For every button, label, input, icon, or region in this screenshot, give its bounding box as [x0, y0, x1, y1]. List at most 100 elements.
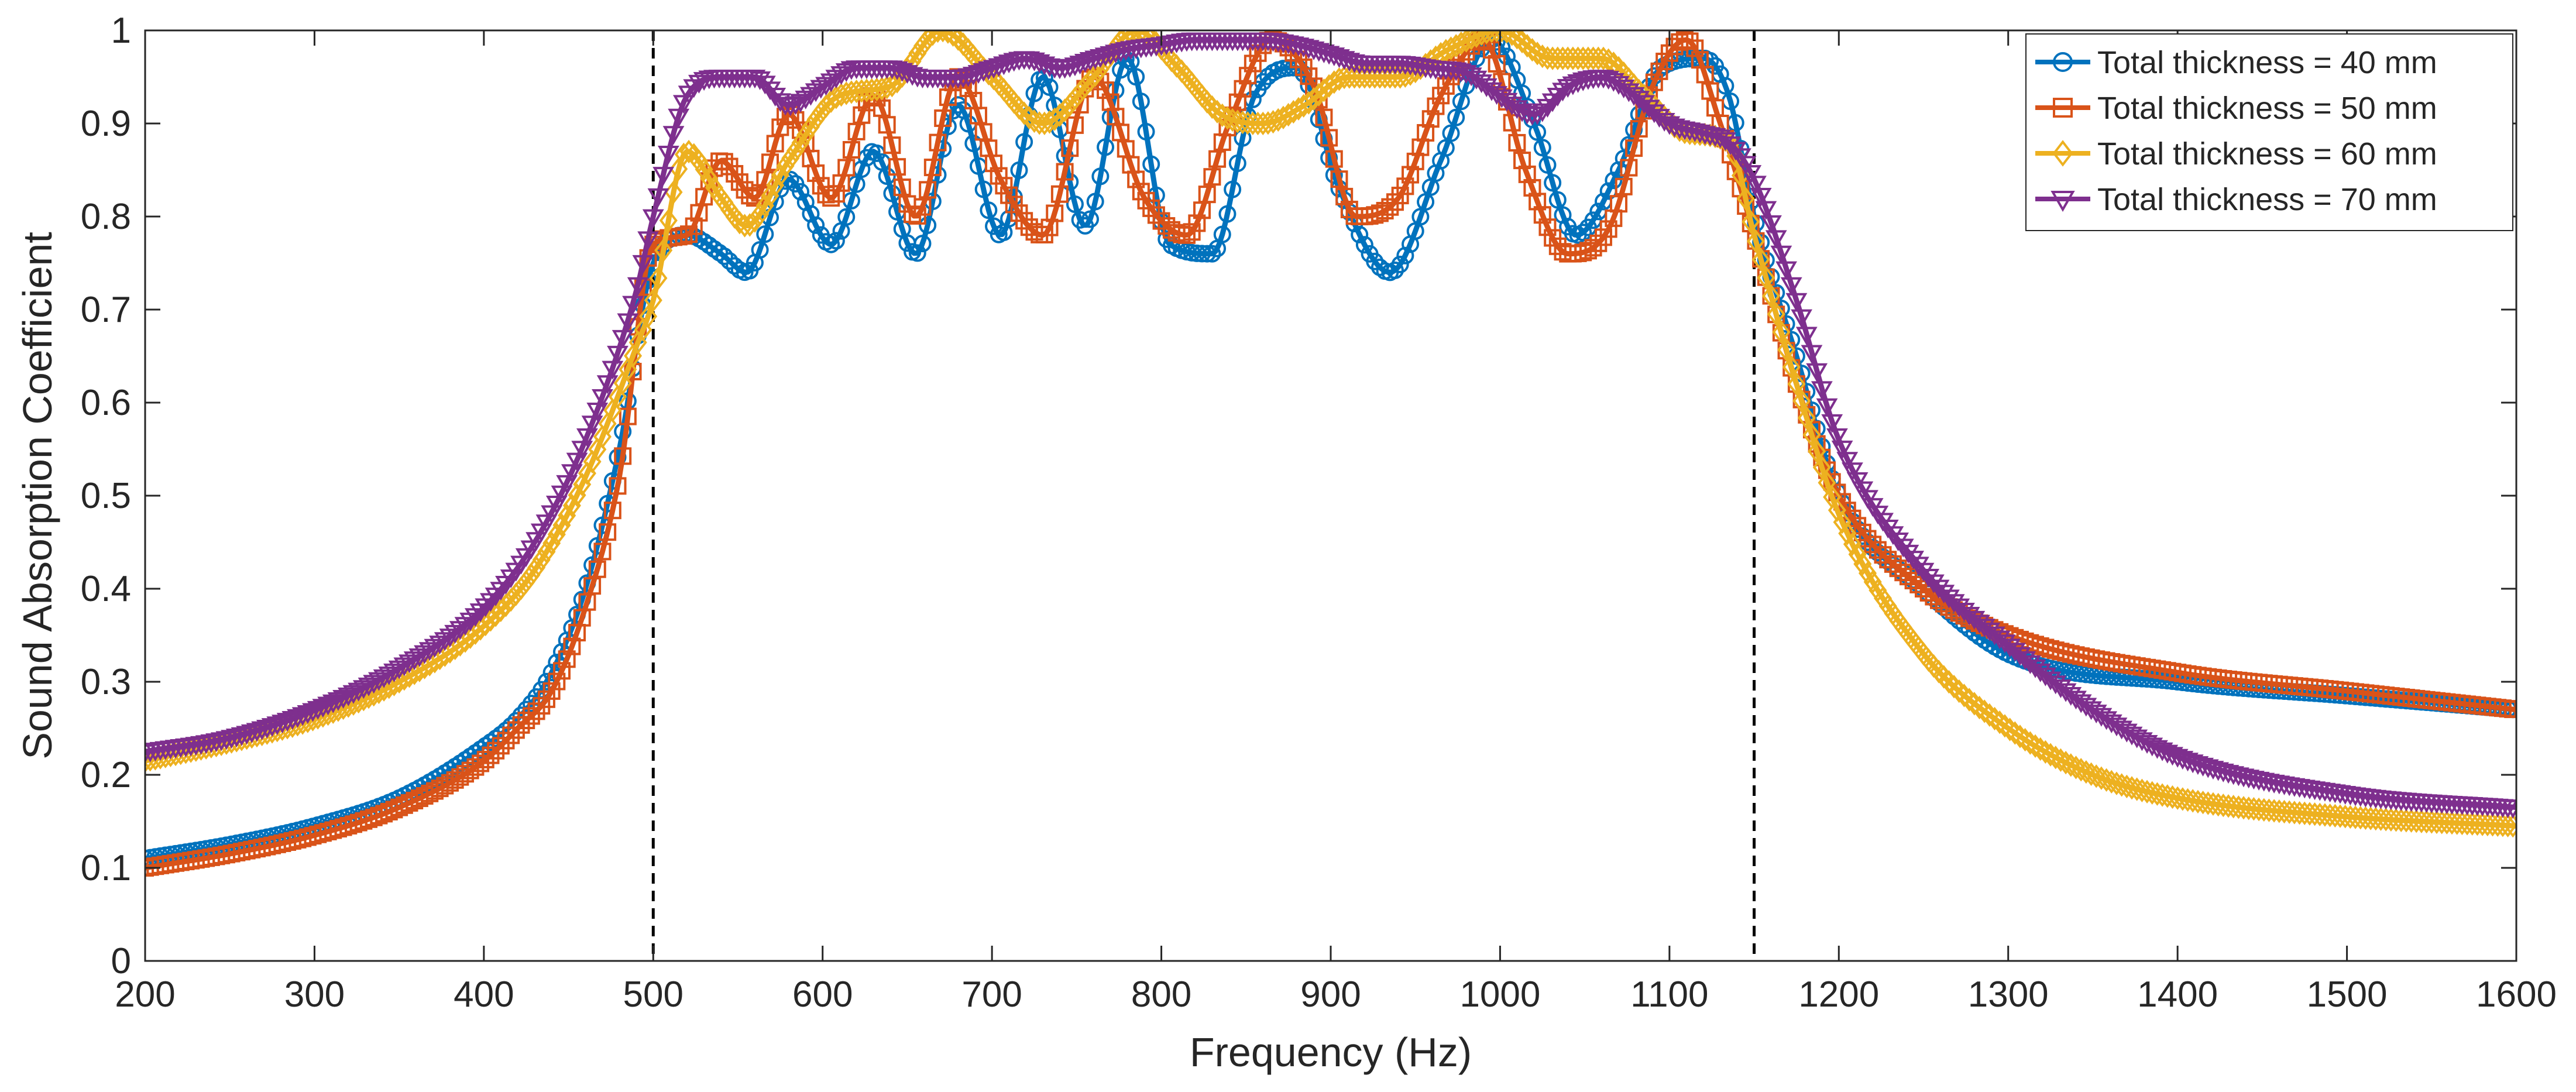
series-60mm-marker	[1218, 106, 1237, 130]
legend-box	[2025, 33, 2513, 231]
series-60mm-marker	[552, 513, 571, 537]
series-60mm-marker	[2107, 771, 2126, 795]
series-60mm-marker	[1812, 455, 1831, 479]
x-tick-label: 1600	[2476, 974, 2557, 1015]
series-70mm-marker	[332, 689, 355, 709]
series-40mm-marker	[883, 184, 901, 202]
series-50mm-marker	[1427, 97, 1445, 115]
series-70mm-marker	[541, 505, 563, 524]
series-70mm-marker	[1745, 176, 1767, 195]
series-60mm-marker	[761, 184, 779, 208]
series-60mm-marker	[659, 208, 678, 232]
series-50mm-marker	[1132, 183, 1150, 201]
series-70mm-marker	[403, 651, 425, 671]
series-70mm-marker	[998, 54, 1020, 74]
series-70mm-marker	[287, 709, 308, 728]
series-60mm-marker	[2102, 770, 2121, 794]
series-60mm-marker	[755, 194, 774, 218]
series-40mm-marker	[1228, 154, 1246, 173]
series-70mm-marker	[632, 255, 654, 274]
series-70mm-marker	[2106, 717, 2128, 737]
series-60mm-marker	[2148, 782, 2166, 806]
series-60mm-marker	[827, 85, 846, 109]
series-70mm-marker	[1069, 56, 1091, 75]
series-60mm-marker	[1015, 101, 1033, 125]
series-60mm-marker	[1995, 714, 2014, 738]
series-60mm-marker	[1970, 695, 1989, 720]
series-50mm-marker	[1015, 212, 1033, 230]
series-70mm-marker	[1938, 589, 1960, 609]
series-70mm-marker	[967, 65, 990, 84]
series-60mm-marker	[801, 115, 820, 139]
series-40mm-marker	[1584, 211, 1602, 229]
series-50mm-marker	[1381, 198, 1399, 216]
series-60mm-marker	[695, 157, 713, 181]
series-60mm-marker	[939, 30, 957, 44]
series-70mm-marker	[530, 523, 552, 542]
series-70mm-marker	[1089, 49, 1111, 68]
series-40mm-marker	[807, 216, 825, 234]
series-70mm-marker	[1887, 533, 1909, 552]
series-50mm-marker	[1696, 66, 1714, 84]
series-70mm-marker	[1084, 50, 1107, 70]
series-50mm-marker	[1584, 239, 1602, 257]
series-60mm-marker	[740, 213, 759, 237]
series-70mm-marker	[272, 715, 293, 734]
series-40mm-marker	[781, 170, 799, 188]
series-50mm-marker	[1421, 110, 1440, 128]
x-tick-label: 1000	[1459, 974, 1540, 1015]
series-50mm-marker	[685, 217, 703, 235]
series-60mm-marker	[867, 77, 886, 102]
series-50mm-marker	[913, 198, 932, 216]
series-70mm-marker	[545, 495, 568, 514]
series-40mm-marker	[1396, 246, 1414, 265]
series-60mm-marker	[679, 139, 698, 164]
series-60mm-marker	[1066, 87, 1084, 111]
series-70mm-marker	[256, 719, 278, 739]
series-50mm-marker	[552, 662, 571, 680]
y-tick-label: 0.9	[81, 104, 131, 144]
series-60mm-marker	[1056, 98, 1074, 122]
series-70mm-marker	[662, 126, 685, 145]
y-tick-label: 0.5	[81, 476, 131, 516]
series-60mm-marker	[1330, 67, 1348, 91]
series-50mm-marker	[1203, 168, 1221, 186]
series-70mm-marker	[266, 716, 288, 736]
series-70mm-marker	[688, 74, 710, 94]
series-70mm-marker	[1760, 215, 1782, 234]
series-40mm-marker	[1218, 205, 1237, 223]
series-60mm-marker	[573, 472, 592, 496]
series-50mm-marker	[827, 185, 845, 203]
series-40mm-marker	[1391, 255, 1409, 273]
series-40mm-marker	[1224, 180, 1242, 198]
series-50mm-marker	[1188, 214, 1206, 232]
series-70mm-marker	[581, 415, 603, 435]
series-70mm-marker	[835, 63, 857, 83]
series-70mm-marker	[312, 699, 334, 718]
series-40mm-marker	[1355, 236, 1373, 254]
series-40mm-marker	[1015, 133, 1033, 151]
series-50mm-marker	[2504, 700, 2516, 719]
series-60mm-marker	[1477, 30, 1496, 44]
series-60mm-marker	[2001, 717, 2019, 741]
x-tick-label: 1200	[1798, 974, 1879, 1015]
series-40mm-marker	[1213, 225, 1231, 243]
series-70mm-marker	[962, 67, 984, 86]
series-50mm-marker	[492, 737, 510, 755]
series-70mm-marker	[1100, 46, 1122, 65]
series-40mm-marker	[720, 252, 739, 270]
series-70mm-marker	[1094, 47, 1117, 67]
series-50mm-marker	[507, 721, 525, 739]
series-50mm-marker	[563, 637, 581, 655]
series-70mm-marker	[434, 632, 456, 651]
series-50mm-marker	[497, 732, 515, 750]
series-60mm-marker	[1513, 30, 1531, 54]
legend: Total thickness = 40 mm Total thickness =…	[2025, 33, 2513, 231]
series-60mm-marker	[1462, 30, 1481, 50]
x-tick-label: 1400	[2137, 974, 2218, 1015]
series-60mm-marker	[502, 588, 520, 612]
series-60mm-marker	[1761, 284, 1781, 308]
series-50mm-marker	[777, 108, 795, 126]
series-60mm-marker	[786, 139, 805, 163]
series-50mm-marker	[990, 167, 1008, 185]
